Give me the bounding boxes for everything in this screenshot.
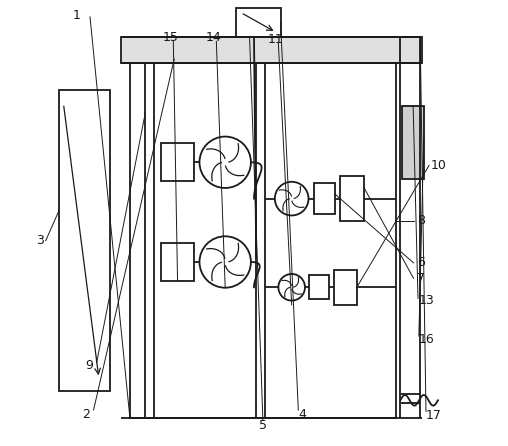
Bar: [334, 270, 357, 305]
Text: 14: 14: [205, 31, 221, 44]
Text: 13: 13: [419, 294, 435, 307]
Bar: [161, 143, 194, 181]
Bar: [339, 177, 364, 221]
Text: 17: 17: [426, 409, 442, 422]
Text: 8: 8: [417, 214, 425, 227]
Text: 9: 9: [85, 359, 93, 372]
Text: 1: 1: [73, 9, 81, 22]
Bar: [314, 183, 335, 214]
Text: 10: 10: [430, 159, 446, 172]
Text: 7: 7: [417, 272, 425, 285]
Text: 15: 15: [163, 31, 179, 44]
Bar: [59, 90, 110, 392]
Bar: [236, 8, 280, 37]
Text: 5: 5: [259, 420, 267, 433]
Bar: [161, 243, 194, 281]
Text: 6: 6: [417, 256, 425, 269]
Text: 2: 2: [82, 408, 90, 421]
Text: 4: 4: [298, 408, 306, 421]
Bar: [121, 37, 423, 63]
Bar: [309, 275, 329, 299]
Bar: [402, 106, 424, 179]
Text: 11: 11: [267, 33, 283, 45]
Text: 3: 3: [37, 234, 44, 247]
Text: 16: 16: [419, 333, 435, 346]
